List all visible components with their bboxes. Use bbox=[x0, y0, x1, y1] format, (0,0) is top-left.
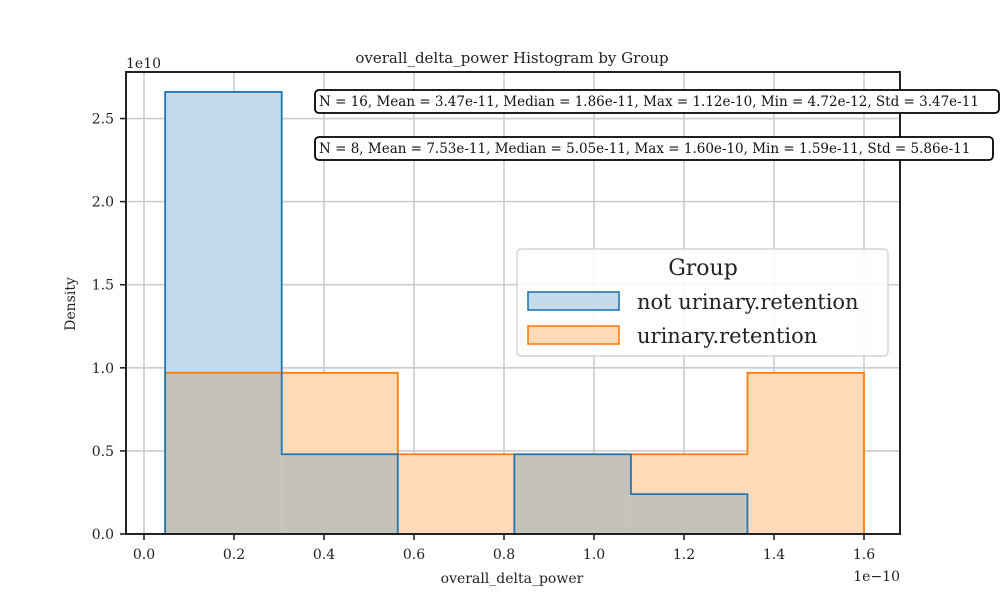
bar-overlap-3 bbox=[514, 454, 631, 534]
plot-frame bbox=[125, 71, 901, 535]
y-tick-label: 2.5 bbox=[92, 112, 114, 128]
bar-overlap-0 bbox=[165, 372, 282, 534]
x-tick-label: 1.6 bbox=[853, 547, 875, 563]
x-axis-ticks: 0.0 0.2 0.4 0.6 0.8 1.0 1.2 1.4 1.6 bbox=[133, 534, 875, 563]
x-tick-label: 0.4 bbox=[313, 547, 335, 563]
annotation-box-2 bbox=[314, 136, 994, 161]
legend-swatch-urinary-retention bbox=[527, 325, 620, 345]
x-tick-label: 0.2 bbox=[223, 547, 245, 563]
y-axis-title: Density bbox=[63, 277, 79, 331]
x-tick-label: 1.4 bbox=[763, 547, 785, 563]
x-tick-label: 0.6 bbox=[403, 547, 425, 563]
y-tick-label: 1.0 bbox=[92, 361, 114, 377]
bar-overlap-1 bbox=[281, 454, 398, 534]
legend-title: Group bbox=[668, 256, 738, 281]
y-axis-ticks: 0.0 0.5 1.0 1.5 2.0 2.5 bbox=[92, 112, 126, 543]
y-tick-label: 0.0 bbox=[92, 527, 114, 543]
legend-label-not-urinary-retention: not urinary.retention bbox=[637, 290, 859, 314]
annotation-box-1 bbox=[314, 89, 1000, 114]
y-scale-label: 1e10 bbox=[126, 56, 161, 72]
legend-label-urinary-retention: urinary.retention bbox=[637, 324, 817, 348]
annotation-text-2: N = 8, Mean = 7.53e-11, Median = 5.05e-1… bbox=[319, 141, 970, 157]
x-axis-title: overall_delta_power bbox=[441, 571, 584, 587]
x-tick-label: 0.0 bbox=[133, 547, 155, 563]
annotation-box-group-2: N = 8, Mean = 7.53e-11, Median = 5.05e-1… bbox=[314, 136, 994, 161]
bar-fill-not-urinary-retention-0 bbox=[165, 91, 282, 373]
bar-fill-urinary-retention-5 bbox=[747, 372, 864, 534]
bar-fill-urinary-retention-2 bbox=[397, 454, 515, 534]
annotation-box-group-1: N = 16, Mean = 3.47e-11, Median = 1.86e-… bbox=[314, 89, 1000, 114]
chart-title: overall_delta_power Histogram by Group bbox=[355, 49, 668, 67]
bar-fill-urinary-retention-1 bbox=[281, 372, 398, 455]
x-scale-label: 1e−10 bbox=[853, 569, 900, 585]
x-tick-label: 1.0 bbox=[583, 547, 605, 563]
bar-overlap-4 bbox=[630, 494, 748, 534]
x-tick-label: 1.2 bbox=[673, 547, 695, 563]
y-tick-label: 1.5 bbox=[92, 278, 114, 294]
legend: Group not urinary.retention urinary.rete… bbox=[516, 248, 889, 357]
annotation-text-1: N = 16, Mean = 3.47e-11, Median = 1.86e-… bbox=[319, 94, 979, 110]
bar-fill-urinary-retention-4 bbox=[630, 454, 748, 495]
y-tick-label: 2.0 bbox=[92, 195, 114, 211]
y-tick-label: 0.5 bbox=[92, 444, 114, 460]
x-tick-label: 0.8 bbox=[493, 547, 515, 563]
legend-swatch-not-urinary-retention bbox=[527, 291, 620, 311]
histogram-bars bbox=[165, 91, 864, 534]
